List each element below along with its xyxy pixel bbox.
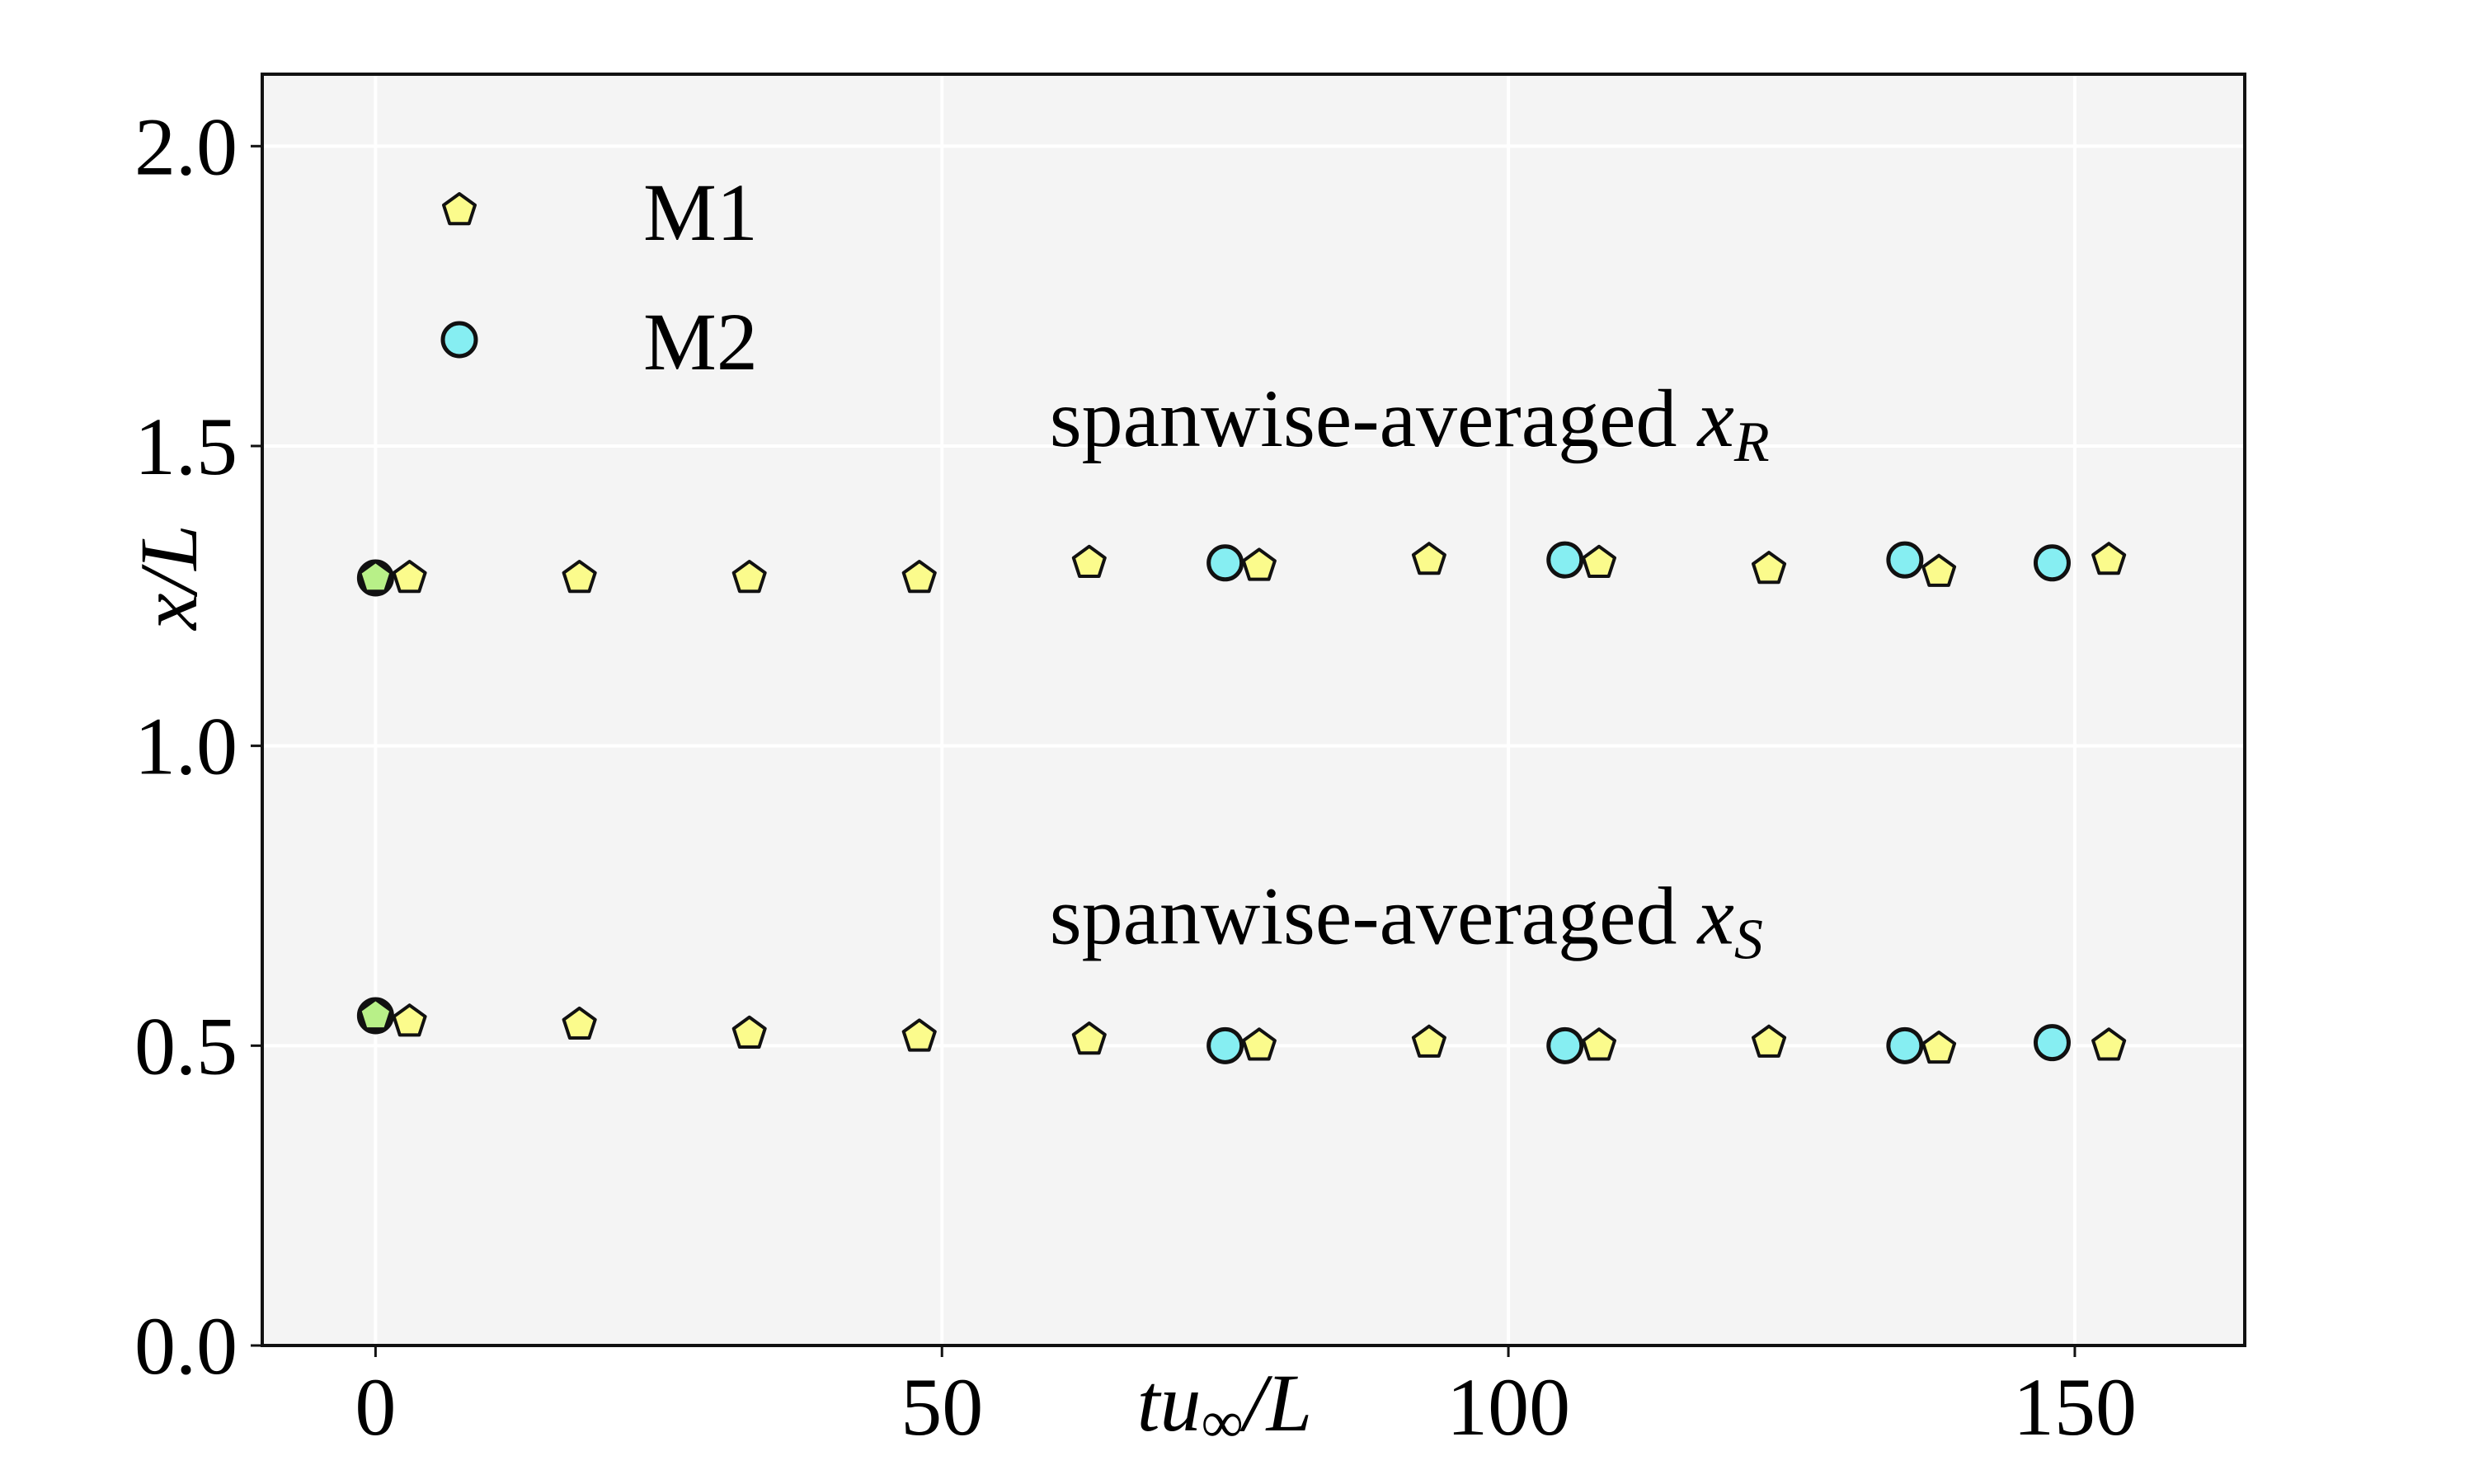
m2-marker-xR xyxy=(1546,541,1584,579)
legend-m2-label: M2 xyxy=(643,296,758,387)
m1-marker-xR xyxy=(562,560,597,594)
m2-marker-xS xyxy=(1546,1026,1584,1064)
y-tick-label: 1.5 xyxy=(134,401,238,492)
m1-marker-xS xyxy=(1411,1024,1446,1058)
legend-m1-marker xyxy=(442,192,477,226)
legend-m1-label: M1 xyxy=(643,167,758,258)
m2-marker-xR xyxy=(2033,544,2071,582)
m1-marker-xS xyxy=(392,1003,427,1037)
m1-marker-xS xyxy=(1752,1024,1787,1058)
m1-marker-xS xyxy=(358,998,393,1031)
plot-area xyxy=(262,74,2245,1345)
legend-m2-marker xyxy=(440,321,478,359)
m1-marker-xR xyxy=(1921,553,1957,587)
m1-marker-xR xyxy=(1752,551,1787,585)
m1-marker-xR xyxy=(2091,542,2127,575)
x-tick-label: 0 xyxy=(355,1361,396,1453)
m1-marker-xS xyxy=(901,1018,937,1052)
y-axis-label: x/L xyxy=(123,524,214,632)
plot-frame xyxy=(261,73,2246,1347)
m2-marker-xR xyxy=(1206,544,1244,582)
y-tick-label: 0.0 xyxy=(134,1300,238,1392)
y-axis-ticks: 0.0 0.5 1.0 1.5 2.0 xyxy=(134,101,262,1392)
x-tick-label: 50 xyxy=(901,1361,983,1453)
m1-marker-xR xyxy=(1411,542,1446,575)
m1-marker-xR xyxy=(1241,547,1277,581)
m1-marker-xR xyxy=(901,560,937,594)
y-tick-label: 2.0 xyxy=(134,101,238,192)
annotation-xS: spanwise-averaged xS xyxy=(1050,871,1763,972)
m2-marker-xS xyxy=(1886,1026,1924,1064)
y-tick-label: 1.0 xyxy=(134,701,238,792)
x-tick-label: 150 xyxy=(2013,1361,2137,1453)
m2-marker-xS xyxy=(1206,1026,1244,1064)
m1-marker-xS xyxy=(562,1006,597,1040)
m1-marker-xS xyxy=(1582,1027,1616,1061)
m1-marker-xS xyxy=(1241,1027,1277,1061)
m1-marker-xS xyxy=(2091,1027,2127,1061)
m1-marker-xR xyxy=(392,560,427,594)
y-tick-label: 0.5 xyxy=(134,1000,238,1092)
m2-marker-xS xyxy=(2033,1024,2071,1062)
m1-marker-xR xyxy=(731,560,767,594)
annotation-xR: spanwise-averaged xR xyxy=(1050,373,1770,474)
x-axis-ticks: 0 50 100 150 xyxy=(355,1345,2137,1453)
x-axis-label: tu∞/L xyxy=(1137,1357,1313,1455)
m1-marker-xR xyxy=(1071,544,1107,578)
data-markers xyxy=(356,541,2127,1064)
m1-marker-xS xyxy=(1071,1021,1107,1055)
annotations: spanwise-averaged xR spanwise-averaged xS xyxy=(1050,373,1770,972)
m1-marker-xR xyxy=(1582,544,1616,578)
m1-marker-xS xyxy=(731,1015,767,1049)
x-tick-label: 100 xyxy=(1446,1361,1570,1453)
m1-marker-xS xyxy=(1921,1031,1957,1064)
m1-marker-xR xyxy=(358,560,393,594)
m2-marker-xR xyxy=(1886,541,1924,579)
